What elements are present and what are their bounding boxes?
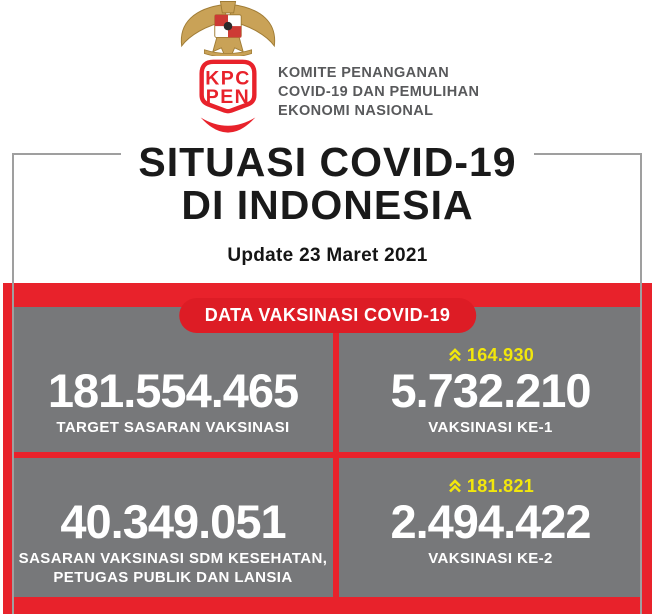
kpcpen-logo-text-kpc: KPC <box>205 67 251 89</box>
stat-label-line: VAKSINASI KE-1 <box>428 419 553 436</box>
page-title-line1: SITUASI COVID-19 <box>138 139 517 185</box>
garuda-pancasila-emblem <box>180 1 276 56</box>
stat-value: 5.732.210 <box>390 364 591 417</box>
stat-label: VAKSINASI KE-1 <box>428 418 553 437</box>
stat-value: 181.554.465 <box>47 364 299 417</box>
card-vaksinasi-ke-2: 181.821 2.494.422 VAKSINASI KE-2 <box>339 458 642 597</box>
stat-value: 2.494.422 <box>390 495 591 548</box>
stat-label-line: TARGET SASARAN VAKSINASI <box>56 419 290 436</box>
kpcpen-logo-swoosh <box>200 117 256 133</box>
page-title: SITUASI COVID-19 DI INDONESIA <box>0 141 655 227</box>
page-title-line2: DI INDONESIA <box>181 182 474 228</box>
vaccination-data-section: DATA VAKSINASI COVID-19 181.554.465 TARG… <box>3 283 652 614</box>
delta-value: 164.930 <box>466 344 535 365</box>
stat-label: VAKSINASI KE-2 <box>428 549 553 568</box>
org-name: KOMITE PENANGANAN COVID-19 DAN PEMULIHAN… <box>278 64 479 121</box>
double-chevron-up-icon <box>448 479 461 493</box>
kpcpen-logo: KPC PEN <box>199 59 257 133</box>
stat-card-grid: 181.554.465 TARGET SASARAN VAKSINASI 164… <box>13 307 642 597</box>
section-banner: DATA VAKSINASI COVID-19 <box>178 298 477 333</box>
org-name-line: KOMITE PENANGANAN <box>278 65 450 81</box>
stat-label-line: PETUGAS PUBLIK DAN LANSIA <box>53 569 293 586</box>
stat-label-line: SASARAN VAKSINASI SDM KESEHATAN, <box>18 550 328 567</box>
delta-value: 181.821 <box>466 475 535 496</box>
org-name-line: EKONOMI NASIONAL <box>278 103 434 119</box>
double-chevron-up-icon <box>448 348 461 362</box>
update-date: Update 23 Maret 2021 <box>227 245 428 266</box>
stat-label: SASARAN VAKSINASI SDM KESEHATAN, PETUGAS… <box>19 549 328 587</box>
delta-indicator: 164.930 <box>447 343 534 367</box>
stat-value: 40.349.051 <box>60 495 286 548</box>
kpcpen-logo-text-pen: PEN <box>206 86 251 108</box>
kpcpen-badge-outline <box>199 59 257 114</box>
emblem-banner <box>203 49 253 56</box>
card-sasaran-sdm-kesehatan: 40.349.051 SASARAN VAKSINASI SDM KESEHAT… <box>13 458 333 597</box>
stat-label: TARGET SASARAN VAKSINASI <box>56 418 289 437</box>
stat-label-line: VAKSINASI KE-2 <box>428 550 553 567</box>
delta-indicator: 181.821 <box>447 474 534 498</box>
org-name-line: COVID-19 DAN PEMULIHAN <box>278 84 480 100</box>
